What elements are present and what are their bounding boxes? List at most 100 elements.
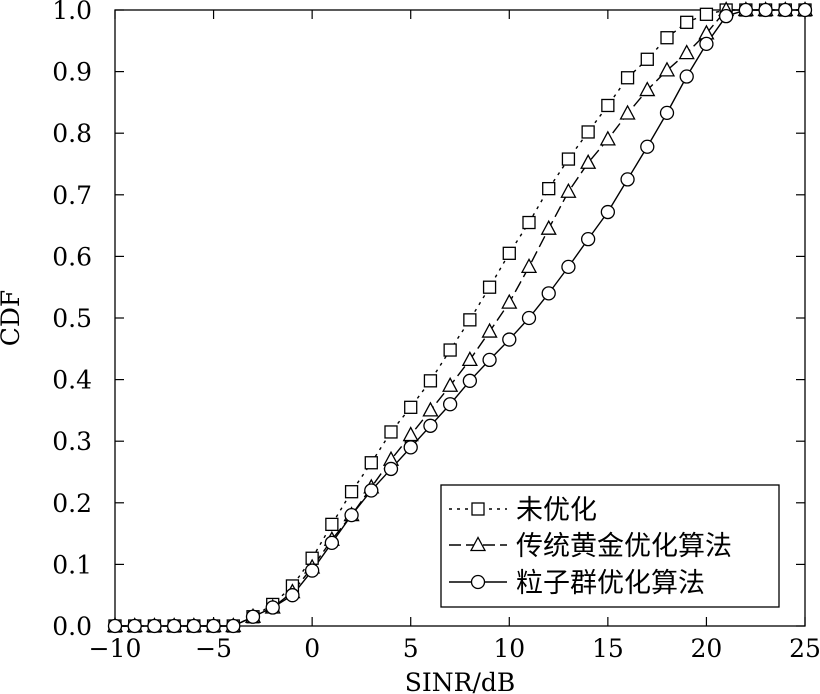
x-tick-label: 10 (493, 634, 525, 663)
x-tick-label: −10 (89, 634, 142, 663)
y-tick-label: 0.5 (52, 304, 92, 333)
marker-pso (245, 609, 261, 624)
marker-pso (166, 618, 182, 634)
y-tick-label: 0.4 (52, 366, 92, 395)
marker-golden (422, 401, 439, 417)
marker-pso (304, 563, 320, 578)
x-axis-label: SINR/dB (405, 668, 516, 694)
marker-pso (738, 2, 754, 18)
marker-pso (226, 618, 241, 634)
marker-pso (265, 600, 280, 615)
marker-pso (758, 2, 773, 18)
marker-unoptimized (463, 313, 477, 327)
marker-golden (520, 258, 538, 274)
marker-golden (540, 219, 557, 235)
legend-label-pso: 粒子群优化算法 (516, 568, 705, 599)
marker-unoptimized (522, 215, 536, 230)
marker-unoptimized (620, 71, 635, 85)
marker-pso (502, 332, 517, 347)
marker-pso (423, 418, 438, 433)
marker-unoptimized (601, 98, 615, 113)
marker-pso (699, 36, 714, 52)
y-tick-label: 0.0 (52, 612, 92, 641)
marker-unoptimized (443, 343, 457, 357)
marker-unoptimized (482, 280, 497, 294)
marker-unoptimized (542, 181, 556, 196)
marker-pso (147, 618, 162, 634)
legend-marker-pso (470, 574, 486, 590)
marker-unoptimized (660, 31, 674, 45)
marker-pso (107, 618, 123, 634)
marker-pso (442, 397, 458, 412)
x-tick-label: 25 (789, 634, 820, 663)
marker-pso (344, 507, 359, 523)
marker-pso (186, 618, 202, 634)
marker-pso (383, 461, 399, 477)
marker-pso (541, 286, 556, 301)
marker-unoptimized (640, 52, 654, 66)
series-markers (106, 1, 814, 634)
y-tick-label: 0.1 (52, 550, 92, 579)
marker-golden (402, 426, 419, 442)
marker-unoptimized (384, 425, 398, 439)
marker-pso (659, 105, 675, 121)
marker-unoptimized (561, 152, 576, 166)
marker-pso (600, 204, 616, 220)
legend-marker-golden (469, 536, 487, 552)
marker-pso (206, 618, 221, 634)
marker-unoptimized (423, 374, 438, 388)
marker-unoptimized (699, 7, 714, 21)
x-tick-label: 5 (403, 634, 419, 663)
marker-pso (580, 232, 596, 247)
y-tick-label: 0.2 (52, 489, 92, 518)
marker-unoptimized (404, 400, 418, 414)
marker-pso (521, 310, 537, 326)
y-tick-label: 0.3 (52, 427, 92, 456)
marker-golden (678, 44, 695, 60)
y-tick-label: 0.6 (52, 242, 92, 271)
marker-pso (324, 535, 340, 550)
x-tick-label: 20 (691, 634, 723, 663)
x-tick-label: −5 (195, 634, 232, 663)
marker-unoptimized (581, 125, 595, 139)
marker-unoptimized (502, 246, 516, 260)
marker-pso (285, 588, 300, 603)
marker-golden (580, 153, 597, 169)
legend-label-golden: 传统黄金优化算法 (516, 531, 732, 562)
marker-unoptimized (325, 517, 339, 532)
marker-pso (797, 2, 813, 18)
y-tick-label: 1.0 (52, 0, 92, 25)
y-tick-label: 0.8 (52, 119, 92, 148)
marker-golden (599, 130, 616, 146)
legend-marker-unoptimized (471, 502, 485, 516)
marker-golden (481, 322, 498, 338)
marker-golden (658, 61, 676, 77)
marker-pso (679, 69, 694, 84)
marker-golden (442, 376, 459, 392)
legend: 未优化 传统黄金优化算法 粒子群优化算法 (440, 484, 780, 608)
x-tick-label: 0 (304, 634, 320, 663)
y-tick-label: 0.9 (52, 58, 92, 87)
series-line-golden (115, 9, 805, 627)
marker-pso (364, 483, 379, 498)
marker-pso (462, 373, 478, 388)
marker-unoptimized (680, 15, 694, 29)
marker-golden (501, 293, 518, 309)
x-tick-label: 15 (592, 634, 624, 663)
marker-pso (561, 259, 576, 275)
marker-pso (482, 352, 497, 368)
marker-pso (403, 440, 418, 455)
marker-pso (127, 618, 142, 634)
marker-pso (718, 9, 734, 24)
y-tick-label: 0.7 (52, 181, 92, 210)
marker-golden (560, 182, 577, 198)
marker-unoptimized (364, 456, 378, 470)
marker-unoptimized (344, 485, 359, 499)
axis-ticks: −10 −5 0 5 10 15 20 25 0.0 0.1 0.2 0.3 0.4 0.5 0.6 0.7 0… (52, 0, 820, 663)
marker-golden (461, 351, 478, 367)
marker-pso (620, 172, 635, 187)
legend-label-unoptimized: 未优化 (516, 495, 597, 526)
marker-pso (640, 139, 655, 154)
legend-samples (449, 502, 507, 590)
